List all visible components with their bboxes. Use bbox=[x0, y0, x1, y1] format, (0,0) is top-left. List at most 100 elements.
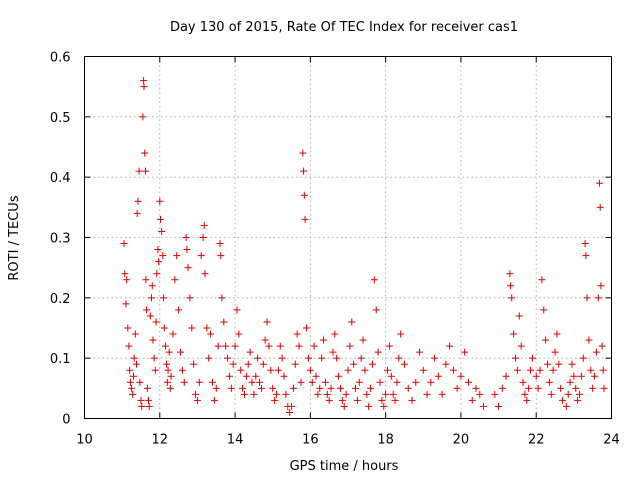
data-point bbox=[208, 378, 216, 386]
data-point bbox=[135, 167, 143, 175]
data-point bbox=[140, 77, 148, 85]
data-point bbox=[442, 360, 450, 368]
data-point bbox=[291, 360, 299, 368]
data-point bbox=[235, 330, 243, 338]
data-point bbox=[171, 276, 179, 284]
data-point bbox=[536, 366, 544, 374]
data-point bbox=[382, 390, 390, 398]
data-point bbox=[306, 366, 314, 374]
x-axis-label: GPS time / hours bbox=[290, 459, 399, 474]
data-point bbox=[587, 366, 595, 374]
data-point bbox=[449, 366, 457, 374]
data-point bbox=[224, 354, 232, 362]
data-point bbox=[591, 372, 599, 380]
data-point bbox=[566, 378, 574, 386]
data-point bbox=[512, 354, 520, 362]
data-point bbox=[145, 402, 153, 410]
data-point bbox=[333, 354, 341, 362]
x-tick-label: 10 bbox=[76, 433, 93, 448]
data-point bbox=[370, 276, 378, 284]
data-point bbox=[274, 366, 282, 374]
y-tick-label: 0.4 bbox=[50, 171, 71, 186]
data-point bbox=[378, 396, 386, 404]
data-point bbox=[564, 390, 572, 398]
y-axis-label: ROTI / TECUs bbox=[7, 195, 22, 280]
data-points bbox=[120, 77, 608, 416]
data-point bbox=[155, 258, 163, 266]
data-point bbox=[363, 390, 371, 398]
data-point bbox=[123, 276, 131, 284]
data-point bbox=[510, 330, 518, 338]
data-point bbox=[193, 396, 201, 404]
data-point bbox=[368, 360, 376, 368]
data-point bbox=[367, 384, 375, 392]
data-point bbox=[446, 342, 454, 350]
data-point bbox=[207, 330, 215, 338]
data-point bbox=[130, 354, 138, 362]
data-point bbox=[282, 390, 290, 398]
data-point bbox=[338, 396, 346, 404]
data-point bbox=[293, 330, 301, 338]
data-point bbox=[286, 408, 294, 416]
data-point bbox=[495, 402, 503, 410]
x-tick-label: 12 bbox=[152, 433, 169, 448]
data-point bbox=[542, 336, 550, 344]
y-tick-label: 0 bbox=[62, 413, 70, 428]
data-point bbox=[340, 402, 348, 410]
data-point bbox=[124, 324, 132, 332]
data-point bbox=[348, 318, 356, 326]
data-point bbox=[142, 276, 150, 284]
data-point bbox=[491, 390, 499, 398]
data-point bbox=[547, 390, 555, 398]
data-point bbox=[525, 384, 533, 392]
data-point bbox=[457, 372, 465, 380]
data-point bbox=[233, 306, 241, 314]
y-tick-label: 0.6 bbox=[50, 51, 71, 66]
data-point bbox=[352, 384, 360, 392]
x-tick-label: 24 bbox=[603, 433, 620, 448]
data-point bbox=[597, 282, 605, 290]
data-point bbox=[527, 366, 535, 374]
data-point bbox=[229, 360, 237, 368]
x-tick-label: 20 bbox=[453, 433, 470, 448]
data-point bbox=[502, 372, 510, 380]
data-point bbox=[581, 240, 589, 248]
data-point bbox=[166, 384, 174, 392]
data-point bbox=[389, 390, 397, 398]
data-point bbox=[129, 390, 137, 398]
data-point bbox=[384, 366, 392, 374]
data-point bbox=[592, 348, 600, 356]
data-point bbox=[136, 378, 144, 386]
data-point bbox=[416, 348, 424, 356]
data-point bbox=[280, 372, 288, 380]
data-point bbox=[599, 366, 607, 374]
data-point bbox=[183, 246, 191, 254]
data-point bbox=[289, 384, 297, 392]
data-point bbox=[199, 234, 207, 241]
data-point bbox=[498, 384, 506, 392]
data-point bbox=[544, 360, 552, 368]
data-point bbox=[242, 372, 250, 380]
data-point bbox=[227, 384, 235, 392]
data-point bbox=[163, 360, 171, 368]
data-point bbox=[214, 342, 222, 350]
data-point bbox=[476, 390, 484, 398]
data-point bbox=[361, 366, 369, 374]
data-point bbox=[595, 179, 603, 187]
data-point bbox=[397, 330, 405, 338]
data-point bbox=[300, 167, 308, 175]
data-point bbox=[169, 330, 177, 338]
data-point bbox=[205, 354, 213, 362]
data-point bbox=[325, 396, 333, 404]
data-point bbox=[427, 378, 435, 386]
data-point bbox=[412, 378, 420, 386]
y-tick-labels: 0 0.1 0.2 0.3 0.4 0.5 0.6 bbox=[50, 51, 71, 428]
x-tick-label: 14 bbox=[227, 433, 244, 448]
data-point bbox=[141, 167, 149, 175]
data-point bbox=[173, 252, 181, 260]
data-point bbox=[461, 348, 469, 356]
data-point bbox=[190, 360, 198, 368]
data-point bbox=[133, 209, 141, 217]
data-point bbox=[126, 366, 134, 374]
data-point bbox=[164, 366, 172, 374]
